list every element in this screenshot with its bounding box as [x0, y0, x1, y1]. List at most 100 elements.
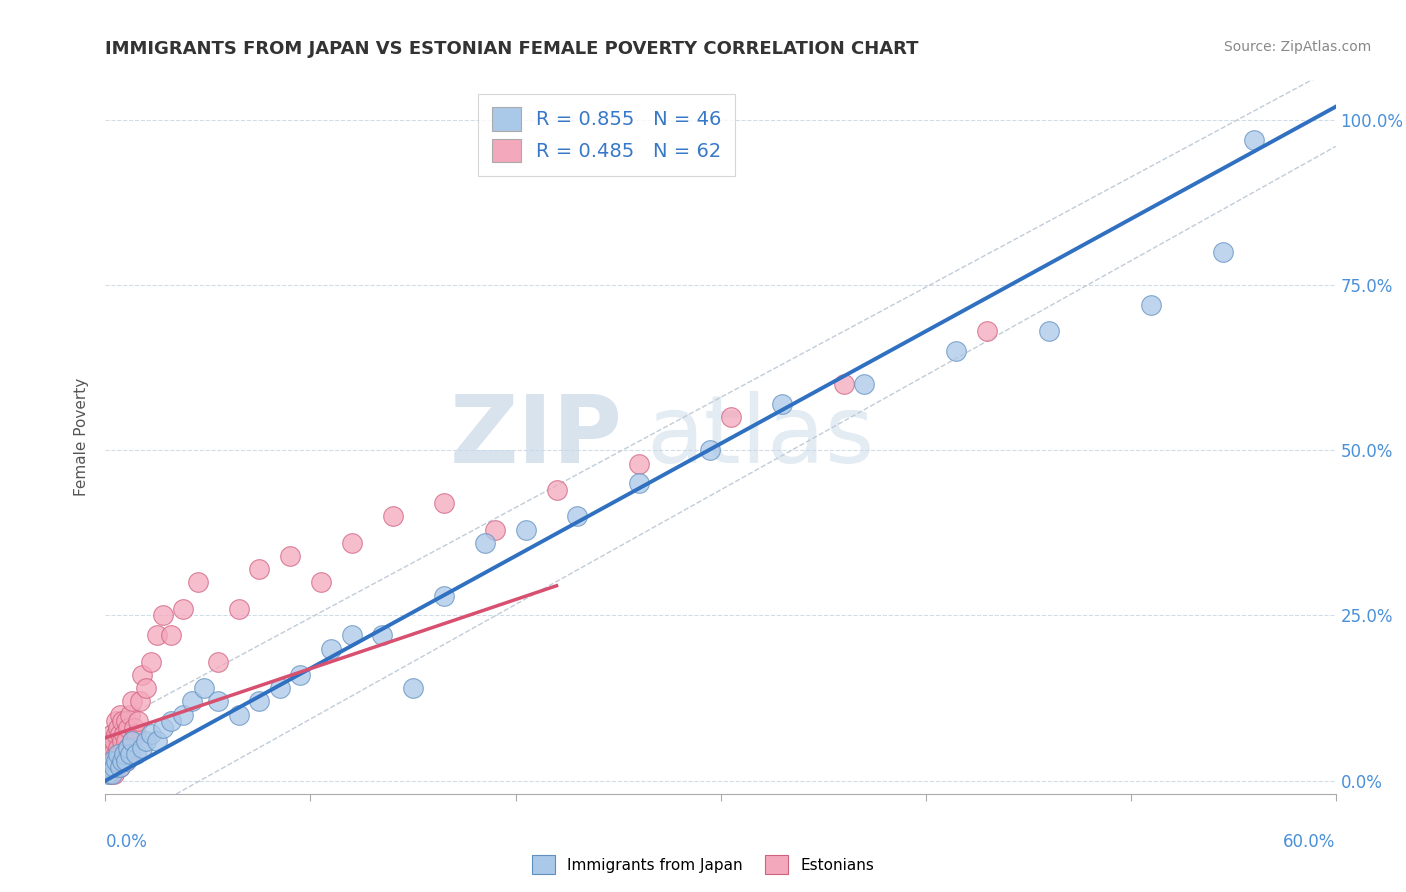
Point [172, 602, 194, 616]
Point [247, 694, 270, 708]
Point [187, 575, 209, 590]
Point [371, 628, 394, 642]
Point [100, 760, 122, 774]
Text: IMMIGRANTS FROM JAPAN VS ESTONIAN FEMALE POVERTY CORRELATION CHART: IMMIGRANTS FROM JAPAN VS ESTONIAN FEMALE… [105, 40, 920, 58]
Point [180, 694, 202, 708]
Point [100, 747, 122, 762]
Point [433, 496, 456, 510]
Point [125, 747, 148, 762]
Point [115, 754, 138, 768]
Point [104, 754, 127, 768]
Point [172, 707, 194, 722]
Legend: R = 0.855   N = 46, R = 0.485   N = 62: R = 0.855 N = 46, R = 0.485 N = 62 [478, 94, 735, 176]
Point [98, 760, 121, 774]
Point [546, 483, 568, 497]
Point [228, 602, 250, 616]
Point [107, 754, 129, 768]
Point [120, 747, 141, 762]
Point [720, 410, 742, 425]
Text: atlas: atlas [647, 391, 875, 483]
Point [111, 714, 134, 729]
Point [96, 747, 118, 762]
Point [945, 344, 967, 359]
Point [103, 760, 125, 774]
Point [104, 747, 127, 762]
Point [120, 747, 141, 762]
Point [117, 721, 139, 735]
Point [1243, 133, 1265, 147]
Point [111, 754, 134, 768]
Point [145, 734, 167, 748]
Point [103, 767, 125, 781]
Point [115, 714, 138, 729]
Point [121, 734, 143, 748]
Point [207, 694, 229, 708]
Point [340, 628, 363, 642]
Point [699, 443, 721, 458]
Point [145, 628, 167, 642]
Point [98, 734, 121, 748]
Point [100, 727, 122, 741]
Point [193, 681, 215, 695]
Text: 60.0%: 60.0% [1284, 833, 1336, 851]
Point [627, 476, 650, 491]
Point [135, 734, 157, 748]
Point [160, 714, 183, 729]
Point [121, 734, 143, 748]
Point [160, 628, 183, 642]
Point [98, 767, 121, 781]
Point [111, 754, 134, 768]
Text: ZIP: ZIP [450, 391, 621, 483]
Point [103, 754, 125, 768]
Point [832, 377, 855, 392]
Point [139, 655, 162, 669]
Point [340, 536, 363, 550]
Point [247, 562, 270, 576]
Y-axis label: Female Poverty: Female Poverty [75, 378, 90, 496]
Point [100, 754, 122, 768]
Point [152, 721, 174, 735]
Point [853, 377, 876, 392]
Point [131, 668, 153, 682]
Point [976, 324, 998, 338]
Point [381, 509, 404, 524]
Point [104, 760, 127, 774]
Point [1140, 298, 1163, 312]
Point [117, 740, 139, 755]
Point [228, 707, 250, 722]
Point [104, 727, 127, 741]
Point [131, 740, 153, 755]
Point [108, 747, 131, 762]
Point [135, 681, 157, 695]
Point [100, 767, 122, 781]
Point [474, 536, 496, 550]
Point [402, 681, 425, 695]
Point [770, 397, 793, 411]
Point [1038, 324, 1060, 338]
Point [565, 509, 588, 524]
Point [108, 760, 131, 774]
Point [207, 655, 229, 669]
Point [484, 523, 506, 537]
Point [108, 727, 131, 741]
Point [117, 740, 139, 755]
Point [290, 668, 312, 682]
Point [120, 707, 141, 722]
Point [515, 523, 537, 537]
Point [108, 707, 131, 722]
Point [112, 747, 135, 762]
Point [112, 747, 135, 762]
Legend: Immigrants from Japan, Estonians: Immigrants from Japan, Estonians [526, 849, 880, 880]
Point [278, 549, 301, 563]
Point [96, 767, 118, 781]
Text: 0.0%: 0.0% [105, 833, 148, 851]
Point [122, 721, 145, 735]
Point [115, 754, 138, 768]
Point [127, 714, 149, 729]
Point [139, 727, 162, 741]
Point [107, 721, 129, 735]
Point [121, 694, 143, 708]
Point [104, 714, 127, 729]
Point [125, 727, 148, 741]
Point [107, 740, 129, 755]
